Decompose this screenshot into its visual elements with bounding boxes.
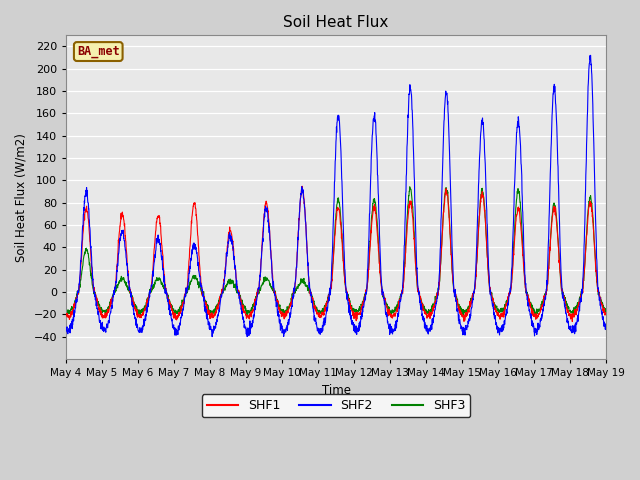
Line: SHF3: SHF3 — [66, 187, 606, 316]
SHF1 — [568, 319, 576, 324]
SHF3 — [62, 308, 70, 314]
SHF2 — [587, 52, 595, 58]
SHF2 — [352, 325, 360, 331]
Line: SHF1: SHF1 — [66, 186, 606, 322]
SHF1 — [364, 280, 371, 286]
SHF2 — [493, 325, 501, 331]
Line: SHF2: SHF2 — [66, 55, 606, 336]
Text: BA_met: BA_met — [77, 45, 120, 58]
SHF1 — [493, 310, 501, 315]
SHF2 — [208, 334, 216, 339]
SHF3 — [352, 310, 360, 315]
SHF3 — [602, 308, 610, 313]
SHF1 — [352, 312, 360, 318]
SHF3 — [364, 280, 371, 286]
SHF3 — [136, 313, 144, 319]
SHF2 — [62, 328, 70, 334]
SHF3 — [213, 302, 221, 308]
X-axis label: Time: Time — [321, 384, 351, 396]
SHF2 — [555, 183, 563, 189]
Legend: SHF1, SHF2, SHF3: SHF1, SHF2, SHF3 — [202, 395, 470, 418]
SHF3 — [555, 249, 563, 255]
SHF2 — [570, 327, 577, 333]
SHF1 — [213, 306, 221, 312]
SHF1 — [555, 245, 563, 251]
SHF2 — [364, 266, 371, 272]
SHF1 — [298, 183, 306, 189]
SHF2 — [602, 326, 610, 332]
SHF3 — [406, 184, 413, 190]
SHF1 — [570, 312, 578, 317]
SHF3 — [493, 307, 501, 312]
SHF2 — [213, 319, 221, 325]
Y-axis label: Soil Heat Flux (W/m2): Soil Heat Flux (W/m2) — [15, 132, 28, 262]
Title: Soil Heat Flux: Soil Heat Flux — [284, 15, 388, 30]
SHF3 — [570, 305, 578, 311]
SHF1 — [62, 312, 70, 317]
SHF1 — [602, 311, 610, 317]
